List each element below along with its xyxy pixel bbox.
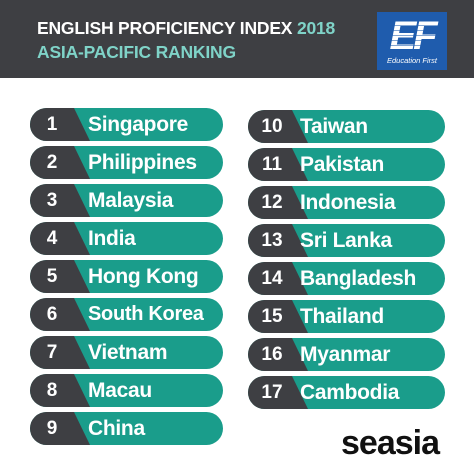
ranking-row: 13 Sri Lanka — [248, 224, 445, 257]
rank-number: 5 — [46, 266, 58, 287]
country-name: Indonesia — [300, 191, 396, 214]
rank-number: 8 — [46, 380, 58, 401]
rank-number: 9 — [46, 418, 58, 439]
rank-number: 7 — [46, 342, 58, 363]
rank-number: 4 — [46, 228, 58, 249]
ranking-row: 9 China — [30, 412, 223, 445]
country-name: China — [88, 417, 145, 440]
ranking-row: 5 Hong Kong — [30, 260, 223, 293]
rank-number: 2 — [46, 152, 58, 173]
country-name: Cambodia — [300, 381, 400, 404]
page-subtitle: ASIA-PACIFIC RANKING — [37, 42, 236, 62]
country-name: Bangladesh — [300, 267, 417, 290]
rank-number: 16 — [261, 344, 283, 365]
rank-number: 12 — [261, 192, 283, 213]
title-year: 2018 — [296, 18, 336, 38]
country-name: Malaysia — [88, 189, 174, 212]
page-title: ENGLISH PROFICIENCY INDEX 2018 — [37, 18, 335, 39]
country-name: Taiwan — [300, 115, 368, 138]
country-name: Macau — [88, 379, 152, 402]
title-main: ENGLISH PROFICIENCY INDEX — [37, 18, 293, 38]
rank-number: 13 — [261, 230, 283, 251]
country-name: Vietnam — [88, 341, 168, 364]
ranking-row: 16 Myanmar — [248, 338, 445, 371]
seasia-logo: seasia — [341, 424, 440, 462]
ranking-row: 6 South Korea — [30, 298, 223, 331]
country-name: South Korea — [88, 303, 204, 325]
ranking-row: 1 Singapore — [30, 108, 223, 141]
rank-number: 15 — [261, 306, 283, 327]
country-name: Sri Lanka — [300, 229, 392, 252]
ranking-row: 8 Macau — [30, 374, 223, 407]
ranking-row: 10 Taiwan — [248, 110, 445, 143]
country-name: Thailand — [300, 305, 384, 328]
header-banner: ENGLISH PROFICIENCY INDEX 2018 ASIA-PACI… — [0, 0, 474, 78]
rank-number: 10 — [261, 116, 283, 137]
ranking-row: 11 Pakistan — [248, 148, 445, 181]
rank-number: 14 — [261, 268, 283, 289]
country-name: Pakistan — [300, 153, 384, 176]
ranking-row: 15 Thailand — [248, 300, 445, 333]
rank-number: 1 — [46, 114, 58, 135]
ranking-row: 7 Vietnam — [30, 336, 223, 369]
rank-number: 11 — [261, 154, 283, 175]
ranking-row: 12 Indonesia — [248, 186, 445, 219]
rank-number: 17 — [261, 382, 283, 403]
ranking-row: 17 Cambodia — [248, 376, 445, 409]
ef-logo: EF Education First — [377, 12, 447, 70]
ranking-row: 2 Philippines — [30, 146, 223, 179]
country-name: Philippines — [88, 151, 197, 174]
rank-number: 3 — [46, 190, 58, 211]
country-name: Singapore — [88, 113, 188, 136]
ranking-row: 14 Bangladesh — [248, 262, 445, 295]
country-name: Myanmar — [300, 343, 391, 366]
ranking-row: 3 Malaysia — [30, 184, 223, 217]
ef-logo-mark: EF — [389, 14, 437, 58]
country-name: India — [88, 227, 136, 250]
rank-number: 6 — [46, 304, 58, 325]
country-name: Hong Kong — [88, 265, 199, 288]
ef-logo-subtitle: Education First — [386, 56, 438, 65]
ranking-row: 4 India — [30, 222, 223, 255]
